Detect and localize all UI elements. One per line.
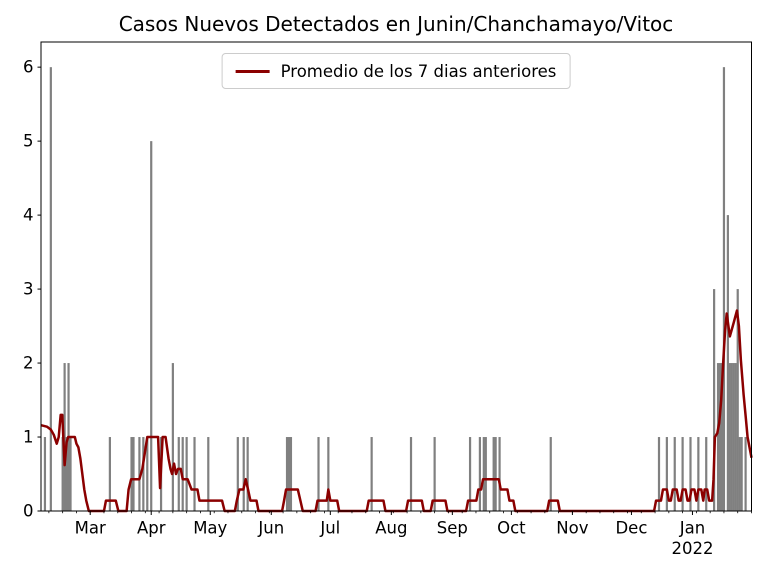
- legend: Promedio de los 7 dias anteriores: [221, 53, 571, 89]
- daily-cases-bar: [65, 437, 68, 511]
- daily-cases-bar: [718, 363, 722, 511]
- daily-cases-bar: [287, 437, 291, 511]
- daily-cases-bar: [484, 437, 487, 511]
- x-tick-label: Jan: [679, 519, 705, 538]
- x-tick-label: Nov: [556, 519, 588, 538]
- daily-cases-bar: [498, 437, 501, 511]
- legend-line-sample: [235, 69, 270, 73]
- daily-cases-bar: [720, 363, 724, 511]
- daily-cases-bar: [69, 437, 72, 511]
- y-tick-label: 5: [23, 132, 34, 151]
- daily-cases-bar: [433, 437, 436, 511]
- daily-cases-bar: [63, 363, 66, 511]
- daily-cases-bar: [697, 437, 700, 511]
- x-tick-label: Mar: [75, 519, 106, 538]
- daily-cases-bar: [327, 437, 330, 511]
- daily-cases-bar: [468, 437, 472, 511]
- chart-title: Casos Nuevos Detectados en Junin/Chancha…: [118, 12, 674, 36]
- daily-cases-bar: [665, 437, 668, 511]
- daily-cases-bar: [142, 437, 145, 511]
- daily-cases-bar: [482, 437, 485, 511]
- daily-cases-bar: [138, 437, 141, 511]
- x-tick-label: Jul: [319, 519, 340, 538]
- daily-cases-bar: [177, 437, 180, 511]
- daily-cases-bar: [728, 363, 731, 511]
- daily-cases-bar: [132, 437, 135, 511]
- daily-cases-bar: [409, 437, 413, 511]
- daily-cases-bar: [740, 437, 743, 511]
- y-tick-label: 3: [23, 280, 34, 299]
- legend-label: Promedio de los 7 dias anteriores: [280, 61, 557, 81]
- x-tick-label: May: [193, 519, 227, 538]
- y-tick-label: 2: [23, 354, 34, 373]
- daily-cases-bar: [317, 437, 320, 511]
- daily-cases-bar: [744, 437, 747, 511]
- daily-cases-bar: [705, 437, 708, 511]
- y-tick-label: 1: [23, 428, 34, 447]
- daily-cases-bar: [730, 363, 733, 511]
- daily-cases-bar: [681, 437, 684, 511]
- daily-cases-bar: [673, 437, 676, 511]
- daily-cases-bar: [130, 437, 133, 511]
- daily-cases-bar: [207, 437, 210, 511]
- daily-cases-bar: [738, 437, 741, 511]
- x-tick-label: Oct: [497, 519, 526, 538]
- daily-cases-bar: [61, 437, 64, 511]
- daily-cases-bar: [494, 437, 497, 511]
- daily-cases-bar: [478, 437, 481, 511]
- y-tick-label: 6: [23, 58, 34, 77]
- daily-cases-bar: [146, 437, 149, 511]
- daily-cases-bar: [108, 437, 111, 511]
- x-tick-label: Aug: [375, 519, 407, 538]
- y-tick-label: 0: [23, 502, 34, 521]
- daily-cases-bar: [236, 437, 239, 511]
- daily-cases-bar: [734, 363, 737, 511]
- daily-cases-bar: [689, 437, 692, 511]
- daily-cases-bar: [150, 141, 153, 511]
- daily-cases-bar: [242, 437, 245, 511]
- daily-cases-bar: [185, 437, 188, 511]
- daily-cases-bar: [549, 437, 552, 511]
- daily-cases-bar: [171, 363, 174, 511]
- x-tick-label: Dec: [615, 519, 647, 538]
- daily-cases-bar: [657, 437, 661, 511]
- daily-cases-bar: [370, 437, 373, 511]
- axes-spines: [40, 41, 752, 512]
- daily-cases-bar: [492, 437, 495, 511]
- year-label: 2022: [671, 539, 713, 558]
- daily-cases-bar: [43, 437, 47, 511]
- x-tick-label: Jun: [257, 519, 284, 538]
- x-tick-label: Apr: [137, 519, 166, 538]
- daily-cases-bar: [49, 67, 52, 512]
- daily-cases-bar: [736, 289, 739, 511]
- y-tick-label: 4: [23, 206, 34, 225]
- daily-cases-bar: [193, 437, 196, 511]
- daily-cases-bar: [289, 437, 293, 511]
- daily-cases-bar: [732, 363, 735, 511]
- daily-cases-bar: [716, 363, 720, 511]
- daily-cases-bar: [246, 437, 249, 511]
- daily-cases-bar: [713, 289, 716, 511]
- daily-cases-bar: [726, 215, 729, 511]
- daily-cases-bar: [722, 67, 726, 512]
- x-tick-label: Sep: [437, 519, 468, 538]
- daily-cases-bar: [285, 437, 289, 511]
